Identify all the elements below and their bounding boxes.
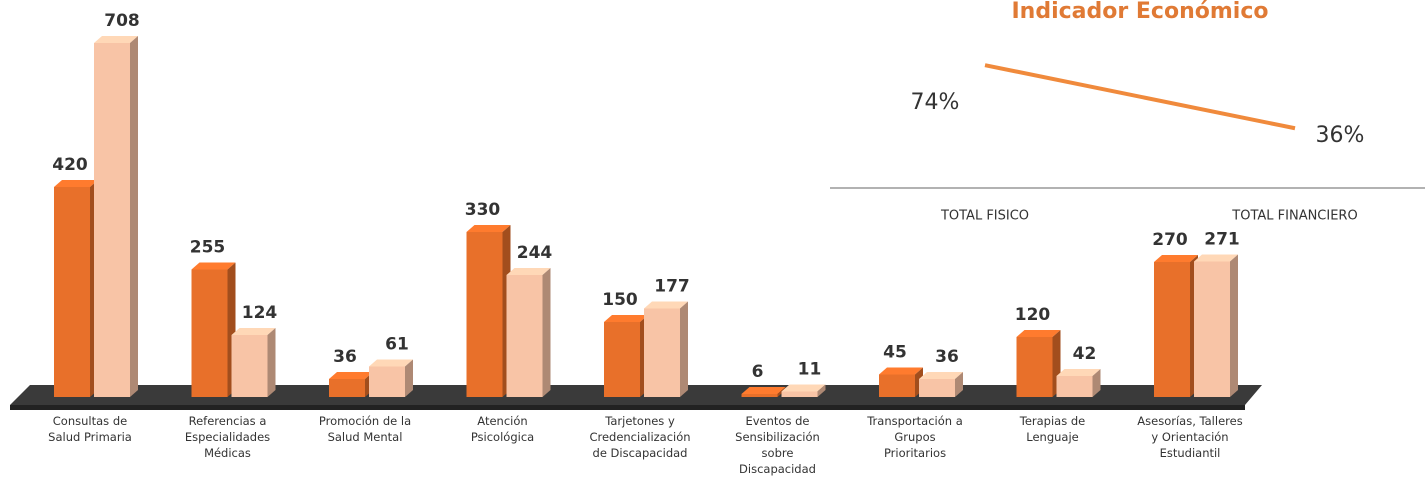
bar-top [781,384,826,392]
x-tick-label: Tarjetones y Credencialización de Discap… [589,414,691,460]
bar [466,232,503,397]
x-tick-label: Referencias a Especialidades Médicas [184,414,271,460]
value-label: 45 [883,343,907,363]
x-tick-label: Asesorías, Talleres y Orientación Estudi… [1137,414,1243,460]
bar-top [54,180,98,187]
value-label: 74% [911,90,960,115]
bar [1016,337,1053,397]
bar-side [405,359,413,397]
value-label: 177 [654,277,690,297]
bar [506,275,543,397]
bar-top [879,367,923,375]
bar [94,43,130,397]
value-label: 271 [1204,230,1240,250]
bar-top [604,315,648,322]
bar [1154,262,1190,397]
bar-top [466,225,511,232]
line [984,63,1296,131]
bar-top [1194,254,1238,262]
value-label: 61 [385,335,409,355]
value-label: 11 [798,360,822,380]
bar [1056,376,1093,397]
bar [231,335,268,397]
bar-side [955,372,963,397]
bar-top [1016,330,1061,337]
bar [191,269,228,397]
bar-side [1092,369,1101,397]
bar [919,379,955,397]
bar [879,374,915,397]
value-label: 270 [1152,230,1188,250]
value-label: 255 [190,238,226,258]
x-tick-label: Transportación a Grupos Prioritarios [867,414,963,460]
value-label: 708 [104,11,140,31]
value-label: 36% [1316,123,1365,148]
value-label: 420 [52,155,88,175]
value-label: 36 [935,347,959,367]
bar [54,187,90,397]
value-label: 120 [1015,305,1051,325]
bar-top [919,372,963,379]
x-tick-label: TOTAL FINANCIERO [1231,209,1357,224]
x-tick-label: Atención Psicológica [470,414,535,444]
bar-top [644,301,688,309]
value-label: 330 [465,200,501,220]
x-tick-label: TOTAL FISICO [940,209,1029,224]
bar [644,308,680,397]
bar-side [267,328,276,397]
bar-top [329,372,373,379]
bar-top [94,36,138,43]
value-label: 150 [602,290,638,310]
x-tick-label: Promoción de la Salud Mental [318,414,412,444]
x-tick-label: Consultas de Salud Primaria [48,414,132,444]
bar [781,391,818,397]
value-label: 42 [1073,344,1097,364]
bar-top [231,328,276,335]
value-label: 6 [752,362,764,382]
bar [1194,261,1230,397]
bar-top [369,359,413,367]
floor-edge [10,405,1245,410]
bar [741,394,778,397]
bar [369,366,405,397]
bar-top [1154,255,1198,262]
x-tick-label: Eventos de Sensibilización sobre Discapa… [735,414,820,476]
bar-side [680,301,688,397]
bar-top [191,262,236,270]
bar [329,379,365,397]
bar-side [1230,254,1238,397]
bar-side [542,268,551,397]
value-label: 244 [517,243,553,263]
x-tick-label: Terapias de Lenguaje [1019,414,1086,444]
bar-side [130,36,138,397]
bar-side [817,384,826,397]
bar-top [506,268,551,275]
bar-top [1056,369,1101,376]
bar-top [741,387,786,394]
value-label: 124 [242,303,278,323]
value-label: 36 [333,347,357,367]
bar [604,322,640,397]
chart-title: Indicador Económico [1012,0,1269,24]
